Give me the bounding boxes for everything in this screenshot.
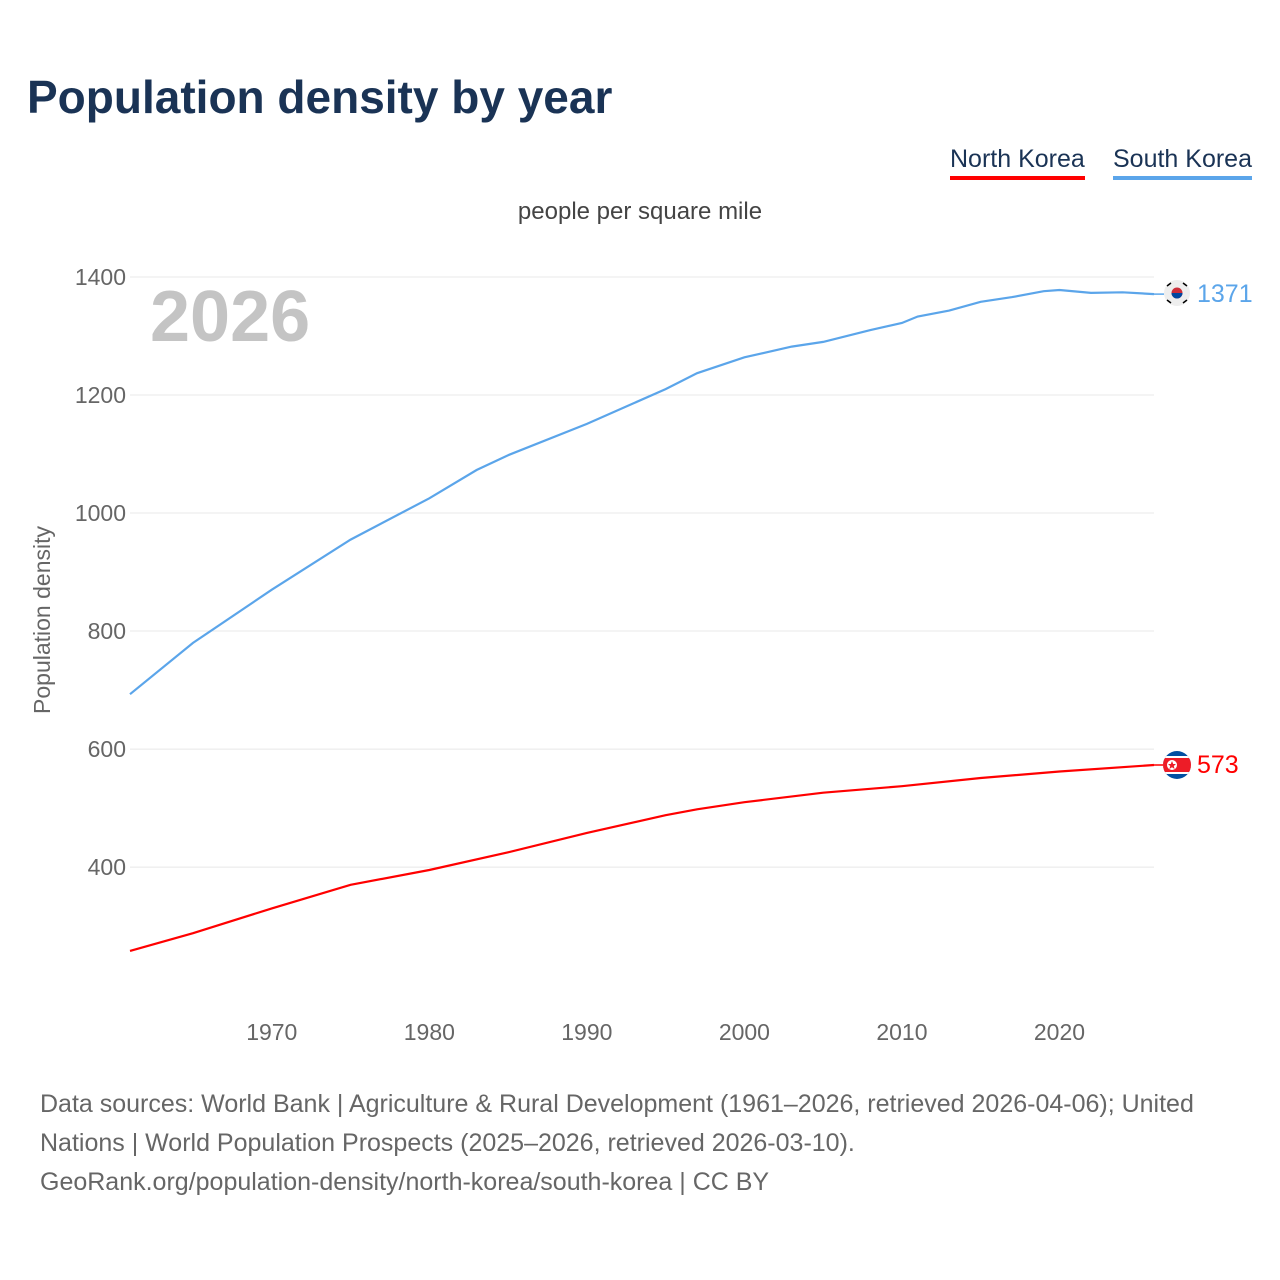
x-tick-label: 1970: [246, 1019, 297, 1045]
north-korea-flag-icon: [1163, 751, 1191, 779]
x-tick-label: 1980: [404, 1019, 455, 1045]
y-tick-label: 400: [88, 854, 126, 880]
unit-label: people per square mile: [517, 198, 763, 225]
x-tick-label: 1990: [561, 1019, 612, 1045]
series-line-south-korea: [129, 288, 1155, 696]
series-line-north-korea: [129, 763, 1155, 952]
legend-south-korea[interactable]: South Korea: [1113, 145, 1252, 180]
end-value-label: 1371: [1197, 280, 1253, 308]
end-value-label: 573: [1197, 751, 1239, 779]
footer-sources: Data sources: World Bank | Agriculture &…: [40, 1085, 1250, 1202]
year-watermark: 2026: [150, 277, 310, 357]
y-tick-label: 600: [88, 736, 126, 762]
legend-north-korea[interactable]: North Korea: [950, 145, 1085, 180]
y-tick-label: 800: [88, 618, 126, 644]
attribution-link[interactable]: GeoRank.org/population-density/north-kor…: [40, 1168, 770, 1196]
south-korea-flag-icon: [1164, 280, 1190, 306]
line-chart: 400 600 800 1000 1200 1400 1970 1980 1990 2000 201…: [29, 264, 1253, 1045]
sources-text: Data sources: World Bank | Agriculture &…: [40, 1090, 1194, 1157]
y-tick-label: 1200: [75, 382, 126, 408]
y-axis-label: Population density: [29, 526, 55, 714]
y-tick-label: 1400: [75, 264, 126, 290]
chart-title: Population density by year: [27, 71, 613, 123]
x-tick-label: 2010: [876, 1019, 927, 1045]
x-tick-label: 2020: [1034, 1019, 1085, 1045]
x-tick-label: 2000: [719, 1019, 770, 1045]
y-tick-label: 1000: [75, 500, 126, 526]
